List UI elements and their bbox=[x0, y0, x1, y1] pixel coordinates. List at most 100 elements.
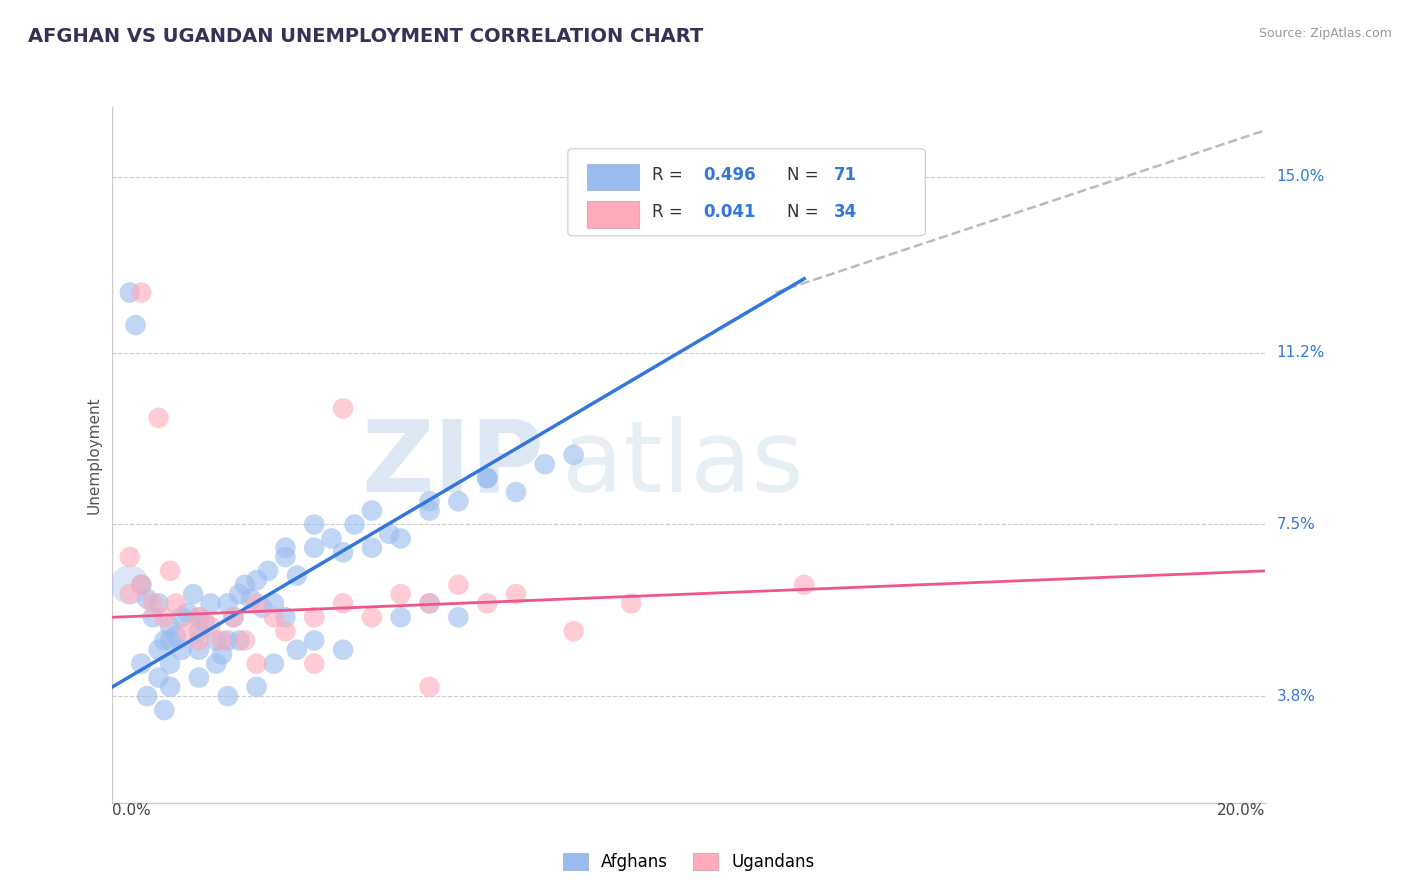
Point bbox=[153, 610, 176, 624]
Point bbox=[332, 401, 354, 416]
Point bbox=[228, 633, 250, 648]
Point bbox=[148, 410, 170, 425]
Point bbox=[136, 689, 159, 703]
Point bbox=[217, 596, 239, 610]
Point bbox=[321, 532, 343, 546]
Point bbox=[285, 642, 308, 657]
Point bbox=[562, 448, 585, 462]
Y-axis label: Unemployment: Unemployment bbox=[86, 396, 101, 514]
Point bbox=[165, 629, 187, 643]
Text: R =: R = bbox=[652, 203, 688, 221]
Point bbox=[188, 633, 211, 648]
Point bbox=[188, 624, 211, 639]
Point bbox=[389, 587, 412, 601]
Text: Source: ZipAtlas.com: Source: ZipAtlas.com bbox=[1258, 27, 1392, 40]
Point bbox=[176, 606, 198, 620]
Point bbox=[148, 642, 170, 657]
Point bbox=[194, 615, 217, 629]
Point bbox=[419, 596, 441, 610]
FancyBboxPatch shape bbox=[588, 163, 640, 190]
Point bbox=[239, 591, 262, 606]
Point bbox=[176, 624, 198, 639]
Point bbox=[142, 596, 165, 610]
Legend: Afghans, Ugandans: Afghans, Ugandans bbox=[557, 847, 821, 878]
Point bbox=[257, 564, 280, 578]
Point bbox=[419, 680, 441, 694]
Point bbox=[159, 619, 181, 633]
Point bbox=[159, 680, 181, 694]
Text: 15.0%: 15.0% bbox=[1277, 169, 1324, 184]
Point bbox=[217, 689, 239, 703]
Text: 0.0%: 0.0% bbox=[112, 803, 152, 818]
Point bbox=[343, 517, 366, 532]
Point bbox=[360, 541, 382, 555]
Text: 0.041: 0.041 bbox=[703, 203, 755, 221]
Point bbox=[233, 578, 256, 592]
Point bbox=[188, 671, 211, 685]
Point bbox=[475, 596, 498, 610]
Point bbox=[245, 596, 267, 610]
Point bbox=[274, 624, 297, 639]
Point bbox=[170, 610, 193, 624]
Text: AFGHAN VS UGANDAN UNEMPLOYMENT CORRELATION CHART: AFGHAN VS UGANDAN UNEMPLOYMENT CORRELATI… bbox=[28, 27, 703, 45]
Point bbox=[118, 578, 141, 592]
Point bbox=[263, 610, 285, 624]
Point bbox=[505, 485, 527, 500]
Point bbox=[159, 564, 181, 578]
Point bbox=[188, 642, 211, 657]
Point bbox=[188, 610, 211, 624]
Point bbox=[211, 633, 233, 648]
Point bbox=[304, 541, 326, 555]
Point bbox=[222, 610, 245, 624]
Point bbox=[274, 610, 297, 624]
Point bbox=[793, 578, 815, 592]
Point bbox=[332, 596, 354, 610]
Point bbox=[332, 642, 354, 657]
Point bbox=[159, 633, 181, 648]
Point bbox=[447, 610, 470, 624]
Point bbox=[389, 610, 412, 624]
Point bbox=[263, 596, 285, 610]
Point bbox=[200, 619, 222, 633]
Point bbox=[620, 596, 643, 610]
Point bbox=[505, 587, 527, 601]
Point bbox=[222, 610, 245, 624]
Point bbox=[304, 517, 326, 532]
Point bbox=[148, 671, 170, 685]
Point bbox=[245, 573, 267, 587]
Point bbox=[419, 494, 441, 508]
Point bbox=[129, 285, 153, 300]
Point bbox=[124, 318, 146, 332]
Point bbox=[153, 633, 176, 648]
Point bbox=[447, 578, 470, 592]
Point bbox=[142, 610, 165, 624]
Point bbox=[129, 578, 153, 592]
Text: 71: 71 bbox=[834, 166, 858, 184]
Point bbox=[562, 624, 585, 639]
Text: 0.496: 0.496 bbox=[703, 166, 755, 184]
Point bbox=[274, 549, 297, 564]
Point bbox=[148, 596, 170, 610]
Point bbox=[159, 657, 181, 671]
Text: 3.8%: 3.8% bbox=[1277, 689, 1316, 704]
Point bbox=[181, 587, 204, 601]
Point bbox=[475, 471, 498, 485]
Point bbox=[118, 285, 141, 300]
Text: 34: 34 bbox=[834, 203, 858, 221]
Point bbox=[285, 568, 308, 582]
Point bbox=[245, 680, 267, 694]
Text: N =: N = bbox=[787, 203, 824, 221]
Point bbox=[170, 642, 193, 657]
Text: ZIP: ZIP bbox=[361, 416, 544, 513]
Point bbox=[233, 633, 256, 648]
Point bbox=[419, 596, 441, 610]
Point bbox=[304, 610, 326, 624]
Point bbox=[304, 657, 326, 671]
Point bbox=[304, 633, 326, 648]
FancyBboxPatch shape bbox=[568, 149, 925, 235]
Point bbox=[447, 494, 470, 508]
Point bbox=[129, 578, 153, 592]
Text: 11.2%: 11.2% bbox=[1277, 345, 1324, 360]
Point bbox=[211, 648, 233, 662]
Point bbox=[252, 601, 274, 615]
